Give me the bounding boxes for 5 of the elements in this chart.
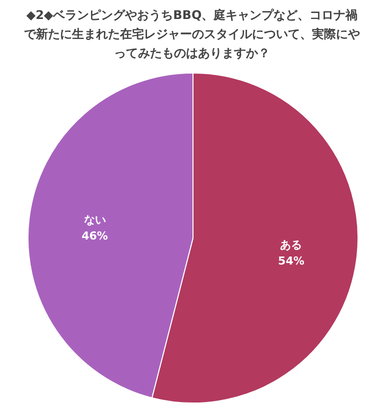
slice-label: ある bbox=[280, 238, 302, 252]
slice-label: ない bbox=[84, 214, 106, 227]
data-label: 54% bbox=[278, 254, 304, 268]
chart-title: ◆2◆ベランピングやおうちBBQ、庭キャンプなど、コロナ禍で新たに生まれた在宅レジャーのスタイルについて、実際にやってみたものはありますか？ bbox=[23, 7, 361, 62]
data-label: 46% bbox=[82, 230, 108, 243]
